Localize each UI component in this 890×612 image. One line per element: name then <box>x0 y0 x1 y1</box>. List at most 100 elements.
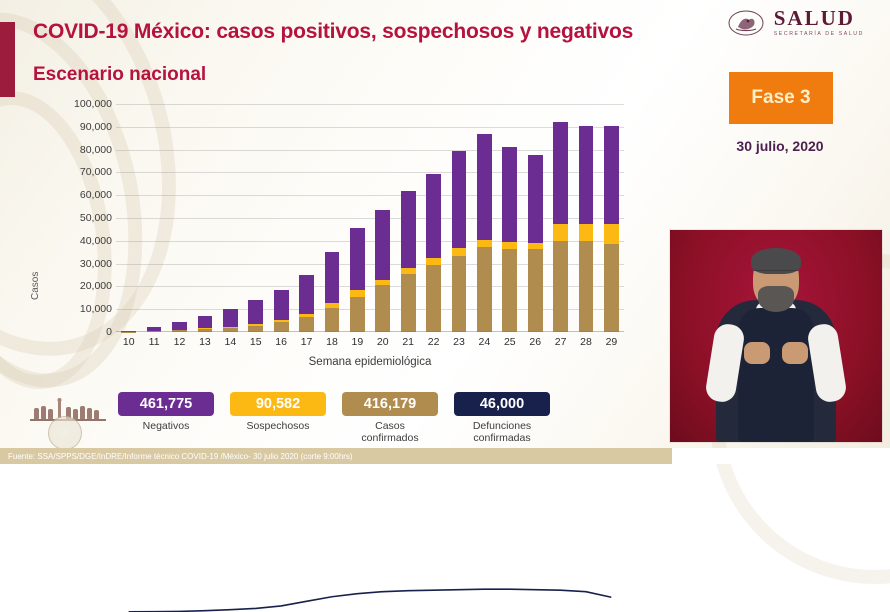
bar-segment-negativos <box>248 300 263 324</box>
bar-segment-sospechosos <box>502 242 517 249</box>
x-tick-label: 23 <box>446 336 471 354</box>
bar-segment-negativos <box>426 174 441 258</box>
legend-item: 90,582 Sospechosos <box>230 392 326 444</box>
bar-segment-confirmados <box>452 256 467 332</box>
bar-segment-negativos <box>502 147 517 242</box>
x-tick-label: 15 <box>243 336 268 354</box>
x-tick-label: 17 <box>294 336 319 354</box>
bar-column[interactable] <box>319 104 344 332</box>
y-tick-label: 20,000 <box>80 280 112 292</box>
bar-segment-negativos <box>528 155 543 243</box>
x-tick-label: 29 <box>599 336 624 354</box>
page-subtitle: Escenario nacional <box>33 64 206 86</box>
date-label: 30 julio, 2020 <box>710 138 850 154</box>
x-tick-label: 20 <box>370 336 395 354</box>
y-tick-label: 10,000 <box>80 303 112 315</box>
bar-column[interactable] <box>268 104 293 332</box>
bar-segment-confirmados <box>502 249 517 332</box>
bar-segment-sospechosos <box>426 258 441 265</box>
bar-column[interactable] <box>294 104 319 332</box>
seal-watermark <box>48 416 82 450</box>
bar-column[interactable] <box>218 104 243 332</box>
y-tick-label: 50,000 <box>80 212 112 224</box>
bar-column[interactable] <box>497 104 522 332</box>
bar-column[interactable] <box>446 104 471 332</box>
legend-caption: Sospechosos <box>230 420 326 432</box>
legend-value-pill: 461,775 <box>118 392 214 416</box>
y-tick-label: 70,000 <box>80 166 112 178</box>
bar-column[interactable] <box>345 104 370 332</box>
eagle-emblem-icon <box>726 9 766 37</box>
bar-column[interactable] <box>523 104 548 332</box>
bar-segment-confirmados <box>401 274 416 332</box>
x-tick-label: 16 <box>268 336 293 354</box>
x-tick-label: 12 <box>167 336 192 354</box>
y-tick-label: 90,000 <box>80 121 112 133</box>
bar-column[interactable] <box>395 104 420 332</box>
bar-column[interactable] <box>421 104 446 332</box>
bar-column[interactable] <box>573 104 598 332</box>
x-axis-label: Semana epidemiológica <box>116 356 624 368</box>
footer-band: Fuente: SSA/SPPS/DGE/InDRE/Informe técni… <box>0 448 672 464</box>
bar-segment-negativos <box>401 191 416 269</box>
bar-segment-negativos <box>198 316 213 328</box>
x-tick-label: 24 <box>472 336 497 354</box>
bar-column[interactable] <box>370 104 395 332</box>
y-tick-label: 80,000 <box>80 144 112 156</box>
chart-plot-area <box>116 104 624 332</box>
interpreter-video[interactable] <box>670 230 882 442</box>
bar-segment-sospechosos <box>604 224 619 245</box>
x-tick-label: 22 <box>421 336 446 354</box>
salud-wordmark: SALUD <box>774 8 864 29</box>
bar-segment-negativos <box>604 126 619 224</box>
x-tick-label: 19 <box>345 336 370 354</box>
x-tick-label: 26 <box>523 336 548 354</box>
salud-logo: SALUD SECRETARÍA DE SALUD <box>726 8 864 37</box>
footer-band-right <box>672 448 890 464</box>
y-tick-label: 40,000 <box>80 235 112 247</box>
bar-column[interactable] <box>599 104 624 332</box>
legend-value-pill: 90,582 <box>230 392 326 416</box>
bar-segment-negativos <box>274 290 289 320</box>
interpreter-figure <box>696 246 856 442</box>
bar-column[interactable] <box>243 104 268 332</box>
bar-segment-sospechosos <box>477 240 492 247</box>
bar-column[interactable] <box>548 104 573 332</box>
bar-column[interactable] <box>192 104 217 332</box>
bar-segment-confirmados <box>350 297 365 332</box>
legend-value-pill: 416,179 <box>342 392 438 416</box>
bar-column[interactable] <box>116 104 141 332</box>
interpreter-glasses <box>754 270 798 278</box>
phase-label: Fase 3 <box>751 87 810 109</box>
bar-column[interactable] <box>167 104 192 332</box>
bar-segment-negativos <box>553 122 568 223</box>
bar-segment-confirmados <box>528 249 543 332</box>
bar-segment-sospechosos <box>553 224 568 241</box>
page-title: COVID-19 México: casos positivos, sospec… <box>33 20 633 44</box>
bar-segment-negativos <box>223 309 238 327</box>
bar-segment-sospechosos <box>452 248 467 255</box>
bar-segment-confirmados <box>477 247 492 333</box>
y-tick-label: 0 <box>106 326 112 338</box>
bar-segment-negativos <box>452 151 467 249</box>
interpreter-vest <box>738 308 814 442</box>
bar-column[interactable] <box>472 104 497 332</box>
interpreter-hand-left <box>744 342 770 364</box>
x-tick-label: 13 <box>192 336 217 354</box>
chart-bars <box>116 104 624 332</box>
x-tick-label: 28 <box>573 336 598 354</box>
bar-segment-negativos <box>375 210 390 280</box>
left-accent-bar <box>0 22 15 97</box>
legend-value-pill: 46,000 <box>454 392 550 416</box>
bar-column[interactable] <box>141 104 166 332</box>
y-tick-label: 30,000 <box>80 258 112 270</box>
bar-segment-confirmados <box>426 265 441 332</box>
x-tick-label: 27 <box>548 336 573 354</box>
